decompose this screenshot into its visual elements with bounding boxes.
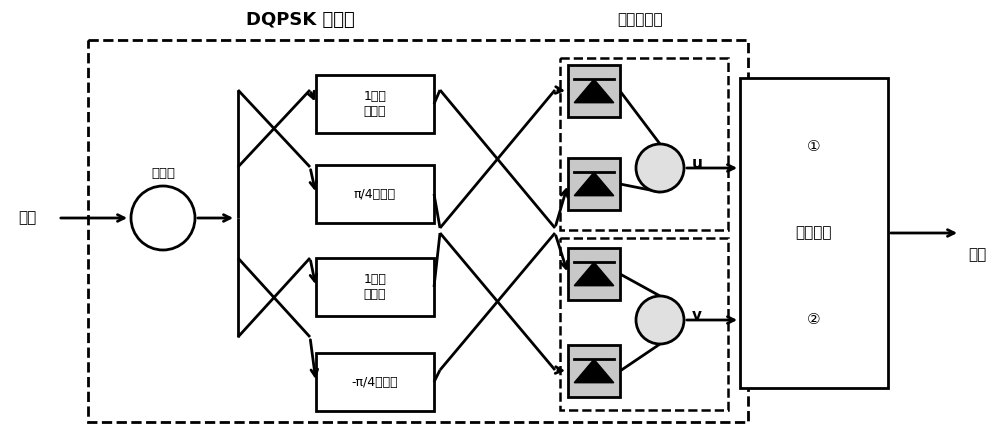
- Text: ①: ①: [807, 139, 821, 154]
- Text: 平衡探测器: 平衡探测器: [617, 13, 663, 28]
- Text: -π/4相移器: -π/4相移器: [352, 375, 398, 388]
- Bar: [568, 345, 620, 397]
- Bar: [568, 248, 620, 300]
- Text: 数据: 数据: [968, 247, 986, 263]
- Text: 判决电路: 判决电路: [796, 225, 832, 240]
- Text: v: v: [692, 309, 702, 323]
- Bar: [568, 65, 620, 117]
- Text: u: u: [692, 156, 703, 171]
- Bar: [316, 165, 434, 223]
- Polygon shape: [574, 262, 614, 286]
- Text: 信号: 信号: [18, 211, 36, 225]
- Text: DQPSK 解调器: DQPSK 解调器: [246, 11, 354, 29]
- Bar: [316, 353, 434, 411]
- Polygon shape: [574, 172, 614, 196]
- Text: ②: ②: [807, 312, 821, 327]
- Circle shape: [131, 186, 195, 250]
- Text: 耦合器: 耦合器: [151, 167, 175, 180]
- Bar: [740, 78, 888, 388]
- Polygon shape: [574, 79, 614, 103]
- Polygon shape: [574, 359, 614, 383]
- Bar: [560, 238, 728, 410]
- Bar: [316, 258, 434, 316]
- Bar: [316, 75, 434, 133]
- Text: π/4相移器: π/4相移器: [354, 187, 396, 201]
- Text: 1比特
时延线: 1比特 时延线: [364, 273, 386, 301]
- Circle shape: [636, 296, 684, 344]
- Bar: [568, 158, 620, 210]
- Circle shape: [636, 144, 684, 192]
- Text: 1比特
时延线: 1比特 时延线: [364, 90, 386, 118]
- Bar: [88, 40, 748, 422]
- Bar: [560, 58, 728, 230]
